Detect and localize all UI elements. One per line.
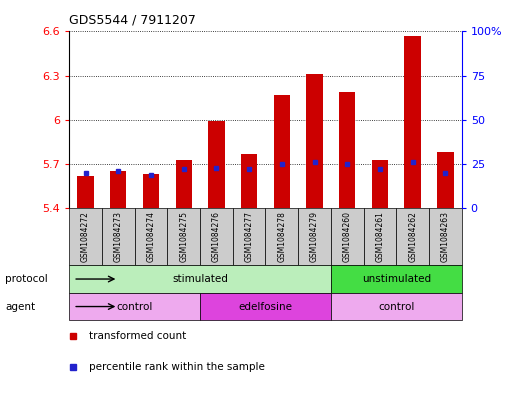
Text: stimulated: stimulated (172, 274, 228, 284)
Bar (298, 208, 331, 265)
Text: GSM1084260: GSM1084260 (343, 211, 352, 262)
Bar (241, 154, 258, 208)
Text: GSM1084278: GSM1084278 (278, 211, 286, 262)
Text: GSM1084279: GSM1084279 (310, 211, 319, 262)
Text: GSM1084273: GSM1084273 (114, 211, 123, 262)
Bar (364, 208, 396, 265)
Bar (143, 174, 159, 208)
Bar (102, 208, 134, 265)
Text: percentile rank within the sample: percentile rank within the sample (89, 362, 265, 373)
Bar (175, 160, 192, 208)
Bar (429, 208, 462, 265)
Text: GSM1084276: GSM1084276 (212, 211, 221, 262)
Bar (208, 121, 225, 208)
Bar (110, 171, 127, 208)
Bar (134, 208, 167, 265)
Text: transformed count: transformed count (89, 331, 186, 341)
Text: agent: agent (5, 301, 35, 312)
Bar (200, 293, 331, 320)
Bar (265, 208, 298, 265)
Bar (339, 92, 356, 208)
Text: control: control (116, 301, 153, 312)
Bar (273, 95, 290, 208)
Text: GSM1084263: GSM1084263 (441, 211, 450, 262)
Text: GSM1084272: GSM1084272 (81, 211, 90, 262)
Bar (437, 152, 453, 208)
Text: GSM1084262: GSM1084262 (408, 211, 417, 262)
Text: protocol: protocol (5, 274, 48, 284)
Bar (331, 293, 462, 320)
Text: GSM1084274: GSM1084274 (147, 211, 155, 262)
Bar (233, 208, 266, 265)
Bar (69, 208, 102, 265)
Bar (404, 36, 421, 208)
Bar (167, 208, 200, 265)
Bar (77, 176, 94, 208)
Text: GSM1084275: GSM1084275 (179, 211, 188, 262)
Text: edelfosine: edelfosine (239, 301, 292, 312)
Bar (331, 265, 462, 293)
Text: unstimulated: unstimulated (362, 274, 431, 284)
Text: GDS5544 / 7911207: GDS5544 / 7911207 (69, 14, 196, 27)
Text: GSM1084277: GSM1084277 (245, 211, 253, 262)
Bar (69, 293, 200, 320)
Bar (200, 208, 233, 265)
Bar (372, 160, 388, 208)
Text: GSM1084261: GSM1084261 (376, 211, 384, 262)
Bar (331, 208, 364, 265)
Bar (396, 208, 429, 265)
Bar (69, 265, 331, 293)
Bar (306, 74, 323, 208)
Text: control: control (378, 301, 415, 312)
